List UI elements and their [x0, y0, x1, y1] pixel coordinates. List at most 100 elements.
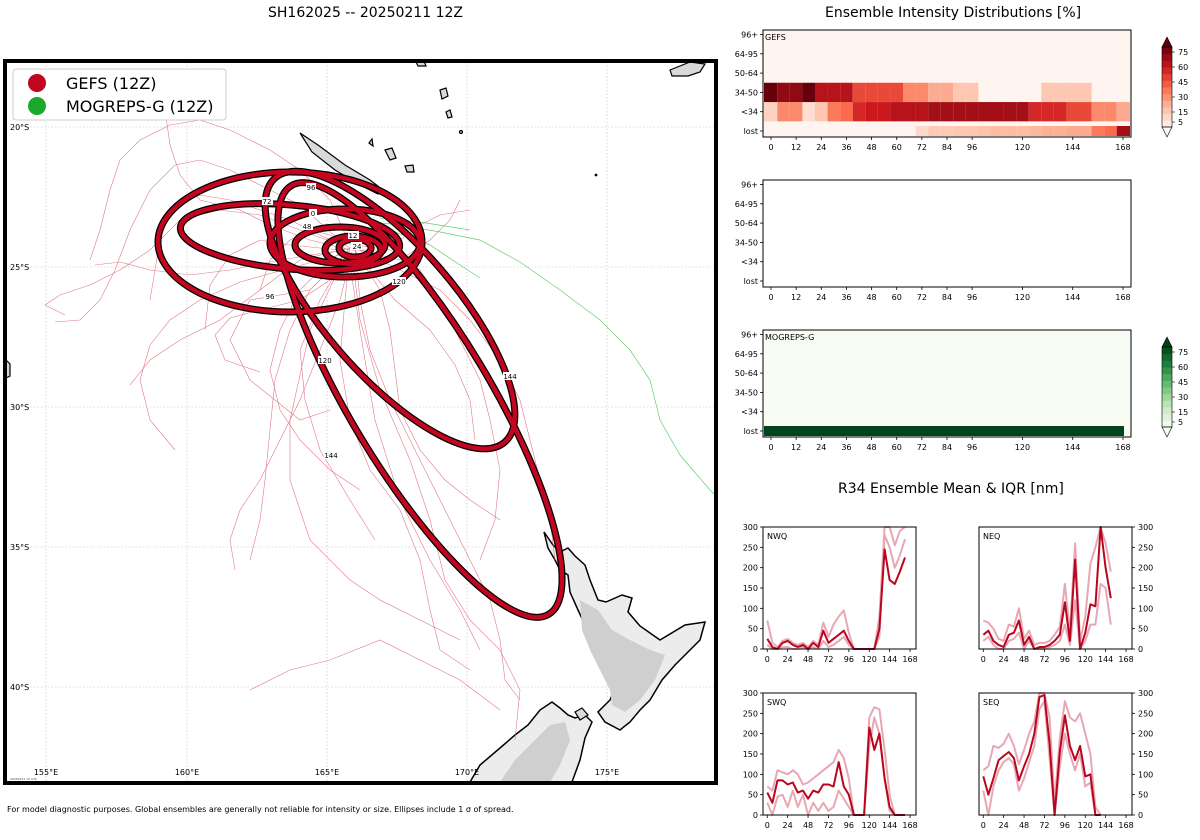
y-tick-label: 50: [1138, 791, 1148, 800]
colorbar-tick-label: 30: [1178, 393, 1188, 402]
y-tick-label: 34-50: [735, 88, 758, 97]
colorbar-segment: [1162, 107, 1172, 115]
y-tick-label: lost: [744, 427, 758, 436]
y-tick-label: 150: [1138, 750, 1153, 759]
heatmap-cell: [827, 82, 841, 103]
x-tick-label: 36: [841, 143, 851, 152]
y-tick-label: 250: [743, 543, 758, 552]
x-tick-label: 48: [1019, 655, 1029, 664]
y-tick-label: lost: [744, 127, 758, 136]
heatmap-cell: [1041, 102, 1054, 122]
colorbar-segment: [1162, 360, 1172, 368]
x-tick-label: 168: [1118, 655, 1133, 664]
lat-label: 25°S: [10, 263, 29, 272]
heatmap-cell: [991, 126, 1004, 136]
legend-label-gefs: GEFS (12Z): [66, 74, 156, 93]
colorbar: 515 30 45 60 75: [1161, 36, 1188, 138]
heatmap-cell: [940, 102, 954, 122]
x-tick-label: 84: [942, 293, 952, 302]
colorbar-segment: [1162, 420, 1172, 428]
heatmap-cell: [1028, 102, 1042, 122]
gefs-uncertainty-ellipses: [154, 167, 566, 621]
x-tick-label: 12: [791, 443, 801, 452]
panel-label: SWQ: [767, 698, 786, 707]
y-tick-label: 64-95: [735, 200, 758, 209]
legend-marker-mogreps: [28, 97, 46, 115]
panel-label: MOGREPS-G: [765, 333, 814, 342]
x-tick-label: 144: [882, 821, 897, 830]
y-tick-label: 100: [1138, 604, 1153, 613]
heatmap-panel-gefs: lost <34 34-50 50-64 64-95 96+ 0 12 24 36 48 60 72 84…: [735, 29, 1188, 152]
colorbar-tick-label: 60: [1178, 363, 1188, 372]
r34-background: [763, 527, 916, 649]
heatmap-cell: [764, 82, 778, 103]
svg-text:96: 96: [307, 184, 316, 192]
y-tick-label: 0: [1138, 645, 1143, 654]
colorbar-segment: [1162, 347, 1172, 355]
ensemble-mean-line: [982, 694, 1101, 816]
colorbar-frame: [1161, 346, 1173, 428]
heatmap-cell: [965, 102, 979, 122]
heatmap-cell: [928, 126, 941, 136]
ellipse-label: 72: [262, 197, 273, 206]
x-tick-label: 24: [783, 655, 793, 664]
colorbar-segment: [1162, 47, 1172, 55]
heatmap-cell: [777, 102, 790, 122]
heatmap-cell: [915, 82, 929, 103]
y-tick-label: 300: [743, 523, 758, 532]
x-tick-label: 96: [844, 655, 854, 664]
colorbar-tick-label: 15: [1178, 408, 1188, 417]
x-tick-label: 48: [866, 293, 876, 302]
lon-label: 170°E: [455, 768, 479, 777]
heatmap-cell: [965, 82, 979, 103]
iqr-lower-line: [982, 700, 1101, 816]
x-tick-label: 24: [783, 821, 793, 830]
heatmap-cell: [1003, 126, 1017, 136]
x-tick-label: 168: [1115, 293, 1130, 302]
colorbar-segment: [1162, 60, 1172, 68]
legend-marker-gefs: [28, 74, 46, 92]
x-tick-label: 120: [1015, 143, 1030, 152]
colorbar-tick-label: 30: [1178, 93, 1188, 102]
heatmap-cell: [1079, 102, 1092, 122]
x-tick-label: 12: [791, 143, 801, 152]
x-tick-label: 24: [816, 293, 826, 302]
y-tick-label: 0: [1138, 811, 1143, 820]
x-tick-label: 144: [882, 655, 897, 664]
svg-text:120: 120: [318, 357, 331, 365]
heatmap-cell: [1016, 126, 1029, 136]
x-tick-label: 96: [967, 143, 977, 152]
colorbar-segment: [1162, 380, 1172, 388]
nz-south-island: [469, 701, 593, 782]
y-tick-label: 100: [743, 604, 758, 613]
colorbar-segment: [1162, 407, 1172, 415]
heatmap-cell: [903, 82, 916, 103]
y-tick-label: 64-95: [735, 50, 758, 59]
heatmap-cell: [1053, 102, 1067, 122]
x-tick-label: 96: [967, 443, 977, 452]
colorbar-segment: [1162, 400, 1172, 408]
iqr-upper-line: [766, 706, 905, 816]
heatmap-cell: [815, 82, 828, 103]
r34-panel-neq: NEQ 0 24 48 72 96 120 144 168 0 50 100 150 200 250 300: [978, 523, 1153, 664]
panel-label: GEFS: [765, 33, 786, 42]
svg-text:0: 0: [311, 210, 315, 218]
heatmap-cell: [1041, 82, 1054, 103]
x-tick-label: 168: [1115, 143, 1130, 152]
heatmap-cell: [852, 102, 866, 122]
x-tick-label: 24: [816, 143, 826, 152]
panel-label: NWQ: [767, 532, 787, 541]
x-tick-label: 72: [1039, 821, 1049, 830]
lat-label: 20°S: [10, 123, 29, 132]
heatmap-background: [763, 180, 1131, 287]
x-tick-label: 120: [1078, 655, 1093, 664]
y-tick-label: 250: [1138, 543, 1153, 552]
x-tick-label: 120: [1015, 443, 1030, 452]
heatmap-cell: [1116, 102, 1130, 122]
x-tick-label: 72: [917, 293, 927, 302]
x-tick-label: 96: [1060, 821, 1070, 830]
ensemble-mean-line: [766, 548, 906, 650]
map-legend: GEFS (12Z) MOGREPS-G (12Z): [12, 68, 227, 121]
heatmap-cell: [1079, 82, 1092, 103]
panel-label: NEQ: [983, 532, 1000, 541]
